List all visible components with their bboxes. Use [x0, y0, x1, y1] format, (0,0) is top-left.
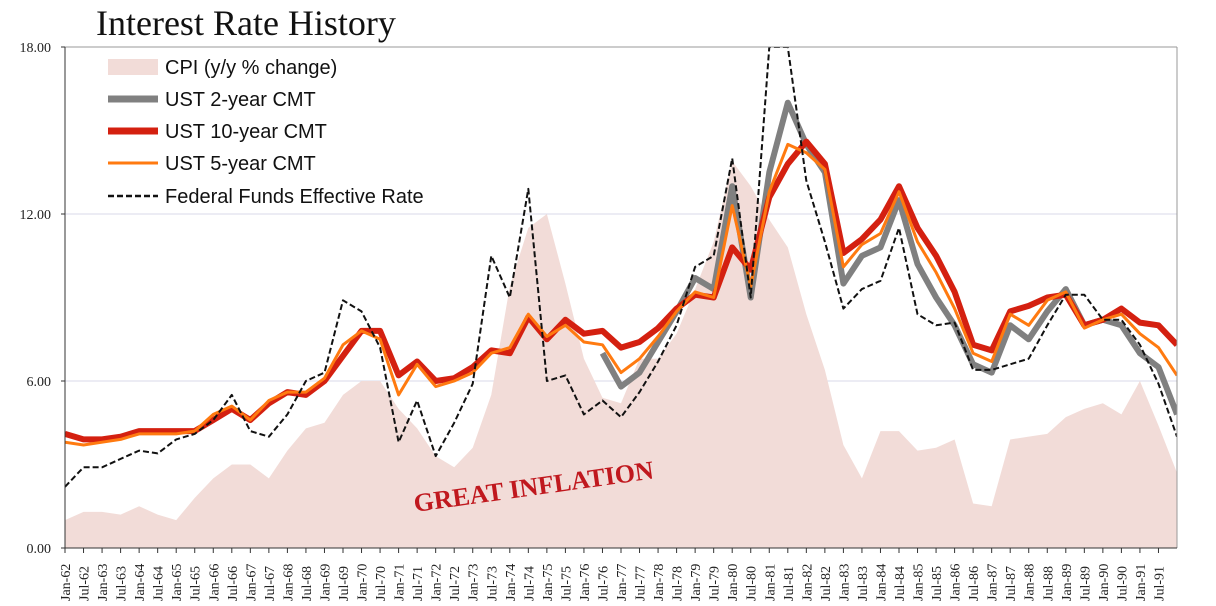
x-tick-label: Jan-88	[1023, 564, 1038, 601]
x-tick-label: Jul-86	[967, 566, 982, 601]
y-tick-label: 0.00	[27, 542, 52, 557]
x-tick-label: Jan-70	[356, 564, 371, 601]
x-tick-label: Jan-90	[1097, 564, 1112, 601]
x-tick-label: Jan-84	[874, 564, 889, 601]
x-tick-label: Jan-62	[59, 564, 74, 601]
x-tick-label: Jul-66	[226, 566, 241, 601]
x-tick-label: Jan-69	[318, 564, 333, 601]
y-tick-label: 18.00	[20, 41, 52, 56]
y-tick-label: 6.00	[27, 375, 52, 390]
chart-title: Interest Rate History	[96, 3, 396, 43]
x-tick-label: Jul-90	[1115, 566, 1130, 601]
x-tick-label: Jul-87	[1004, 566, 1019, 601]
x-tick-label: Jul-64	[152, 566, 167, 601]
x-tick-label: Jul-82	[819, 566, 834, 601]
x-tick-label: Jul-75	[559, 566, 574, 601]
x-tick-label: Jan-74	[504, 564, 519, 601]
x-tick-label: Jul-91	[1152, 566, 1167, 601]
x-tick-label: Jul-89	[1078, 566, 1093, 601]
x-tick-label: Jul-68	[300, 566, 315, 601]
x-tick-label: Jan-75	[541, 564, 556, 601]
legend-label: UST 2-year CMT	[165, 89, 316, 111]
x-tick-label: Jan-86	[949, 564, 964, 601]
series-line-ust-5-year-cmt	[65, 142, 1177, 447]
x-tick-label: Jul-78	[671, 566, 686, 601]
x-tick-label: Jan-66	[207, 564, 222, 601]
x-tick-label: Jan-77	[615, 564, 630, 601]
legend-label: Federal Funds Effective Rate	[165, 186, 424, 208]
x-tick-label: Jan-79	[689, 564, 704, 601]
x-tick-label: Jan-67	[244, 564, 259, 601]
x-tick-label: Jul-74	[522, 566, 537, 601]
x-tick-label: Jul-77	[634, 566, 649, 601]
x-tick-label: Jul-83	[856, 566, 871, 601]
x-tick-label: Jul-65	[189, 566, 204, 601]
legend-label: UST 5-year CMT	[165, 153, 316, 175]
x-tick-label: Jul-88	[1041, 566, 1056, 601]
x-tick-label: Jan-91	[1134, 564, 1149, 601]
x-tick-label: Jan-65	[170, 564, 185, 601]
cpi-area	[65, 161, 1177, 548]
x-tick-label: Jan-81	[763, 564, 778, 601]
x-tick-label: Jul-73	[485, 566, 500, 601]
x-tick-label: Jul-80	[745, 566, 760, 601]
x-tick-label: Jul-63	[115, 566, 130, 601]
legend-label: CPI (y/y % change)	[165, 57, 337, 79]
x-tick-label: Jul-67	[263, 566, 278, 601]
x-tick-label: Jul-69	[337, 566, 352, 601]
x-tick-label: Jan-83	[837, 564, 852, 601]
x-tick-label: Jan-73	[467, 564, 482, 601]
legend-label: UST 10-year CMT	[165, 121, 327, 143]
x-tick-label: Jul-62	[78, 566, 93, 601]
x-tick-label: Jan-87	[986, 564, 1001, 601]
x-tick-label: Jan-80	[726, 564, 741, 601]
x-tick-label: Jan-89	[1060, 564, 1075, 601]
x-tick-label: Jul-72	[448, 566, 463, 601]
x-tick-label: Jan-82	[800, 564, 815, 601]
x-tick-label: Jul-84	[893, 566, 908, 601]
x-tick-label: Jul-81	[782, 566, 797, 601]
x-tick-label: Jan-63	[96, 564, 111, 601]
x-tick-label: Jul-79	[708, 566, 723, 601]
x-tick-label: Jan-64	[133, 564, 148, 601]
x-tick-label: Jan-71	[393, 564, 408, 601]
legend-swatch-cpi	[108, 59, 158, 75]
x-tick-label: Jan-78	[652, 564, 667, 601]
x-tick-label: Jan-72	[430, 564, 445, 601]
x-tick-label: Jul-71	[411, 566, 426, 601]
x-tick-label: Jul-85	[930, 566, 945, 601]
x-tick-label: Jul-76	[596, 566, 611, 601]
y-tick-label: 12.00	[20, 208, 52, 223]
x-tick-label: Jan-76	[578, 564, 593, 601]
x-tick-label: Jul-70	[374, 566, 389, 601]
x-tick-label: Jan-68	[281, 564, 296, 601]
x-tick-label: Jan-85	[912, 564, 927, 601]
